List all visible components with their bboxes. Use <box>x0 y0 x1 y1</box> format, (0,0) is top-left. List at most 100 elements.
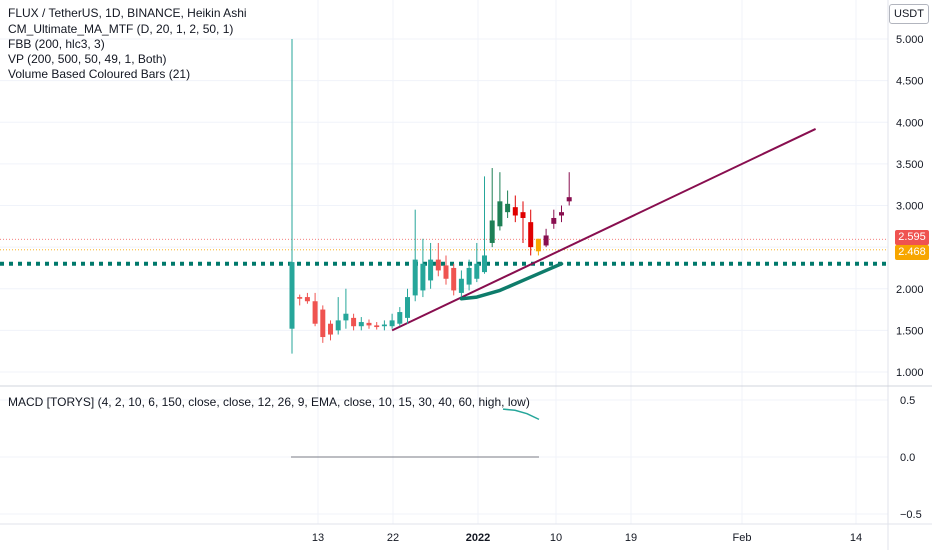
candle-body <box>474 263 480 279</box>
candle[interactable] <box>320 305 326 343</box>
indicator-legend-fbb[interactable]: FBB (200, hlc3, 3) <box>8 37 105 51</box>
price-axis-tick: 1.500 <box>896 325 924 337</box>
candle[interactable] <box>497 172 503 231</box>
symbol-title[interactable]: FLUX / TetherUS, 1D, BINANCE, Heikin Ash… <box>8 6 247 20</box>
candle-body <box>520 212 526 218</box>
candle-body <box>374 325 380 328</box>
currency-button[interactable]: USDT <box>889 4 929 24</box>
candle-body <box>458 278 464 293</box>
indicator-legend-volume-bars[interactable]: Volume Based Coloured Bars (21) <box>8 67 191 81</box>
candle[interactable] <box>374 322 380 330</box>
candle-body <box>551 217 557 224</box>
candle-body <box>358 322 364 327</box>
candle[interactable] <box>328 320 333 341</box>
candle[interactable] <box>358 317 364 331</box>
trend-line[interactable] <box>391 128 817 332</box>
candle[interactable] <box>289 39 295 354</box>
macd-pane <box>291 408 540 458</box>
candle-body <box>466 267 472 285</box>
candle[interactable] <box>543 228 549 248</box>
candle[interactable] <box>512 195 518 223</box>
macd-axis-tick: 0.5 <box>900 395 915 407</box>
candle-body <box>351 317 357 327</box>
candle[interactable] <box>489 168 495 248</box>
candle-body <box>566 197 572 202</box>
candle-body <box>381 324 387 327</box>
price-axis-tick: 3.000 <box>896 201 924 213</box>
candle[interactable] <box>351 313 357 331</box>
candle[interactable] <box>381 320 387 331</box>
candle[interactable] <box>297 294 303 306</box>
macd-legend[interactable]: MACD [TORYS] (4, 2, 10, 6, 150, close, c… <box>8 395 530 409</box>
candle[interactable] <box>397 307 403 327</box>
price-axis-tick: 4.000 <box>896 117 924 129</box>
candle[interactable] <box>520 201 526 243</box>
candle[interactable] <box>443 255 449 285</box>
candle-body <box>535 238 541 252</box>
open-price-tag: 2.468 <box>895 244 929 260</box>
candle-body <box>505 203 511 213</box>
candle[interactable] <box>535 238 541 256</box>
price-axis-tick: 5.000 <box>896 34 924 46</box>
candle-body <box>405 297 410 318</box>
candle-body <box>512 207 518 216</box>
candle-body <box>482 255 487 273</box>
candle-body <box>451 267 457 291</box>
candle-body <box>489 220 495 243</box>
macd-axis-tick: −0.5 <box>900 509 922 521</box>
candle[interactable] <box>451 263 457 296</box>
time-axis-tick: 10 <box>550 532 562 544</box>
candle[interactable] <box>474 242 480 283</box>
candle-body <box>320 309 326 338</box>
candle-body <box>528 222 534 248</box>
candle[interactable] <box>482 176 487 274</box>
candle-body <box>289 262 295 329</box>
candle[interactable] <box>312 292 318 327</box>
last-price-tag: 2.595 <box>895 230 929 246</box>
moving-average-line[interactable] <box>459 262 564 301</box>
price-axis-tick: 3.500 <box>896 159 924 171</box>
candle[interactable] <box>412 209 418 302</box>
candle-body <box>304 297 310 302</box>
candle[interactable] <box>551 209 557 229</box>
candle-body <box>543 235 549 246</box>
candle[interactable] <box>366 319 372 329</box>
candle-body <box>366 322 372 326</box>
candle[interactable] <box>335 297 341 335</box>
candle[interactable] <box>505 190 511 218</box>
candle[interactable] <box>343 288 349 329</box>
time-axis-tick: Feb <box>733 532 752 544</box>
candle[interactable] <box>420 238 426 298</box>
candle-body <box>328 323 333 335</box>
candle[interactable] <box>559 205 564 223</box>
candle-body <box>412 259 418 296</box>
candle[interactable] <box>428 242 434 289</box>
macd-axis-tick: 0.0 <box>900 452 915 464</box>
chart-overlays <box>0 128 888 332</box>
candle-body <box>297 297 303 299</box>
time-axis-tick: 2022 <box>466 532 490 544</box>
macd-signal-line[interactable] <box>502 408 540 421</box>
indicator-legend-vp[interactable]: VP (200, 500, 50, 49, 1, Both) <box>8 52 167 66</box>
candle[interactable] <box>528 209 534 256</box>
time-axis-tick: 19 <box>625 532 637 544</box>
candle-body <box>428 259 434 281</box>
candle[interactable] <box>389 313 395 329</box>
candle-body <box>312 301 318 324</box>
candle[interactable] <box>435 242 441 277</box>
candle[interactable] <box>304 292 310 304</box>
candles <box>289 39 572 354</box>
candle[interactable] <box>466 259 472 291</box>
price-axis-tick: 2.000 <box>896 284 924 296</box>
candle[interactable] <box>405 288 410 324</box>
candle[interactable] <box>566 172 572 206</box>
candle[interactable] <box>458 270 464 298</box>
candle-body <box>389 320 395 327</box>
time-axis-tick: 14 <box>850 532 862 544</box>
candle-body <box>559 212 564 216</box>
indicator-legend-ma[interactable]: CM_Ultimate_MA_MTF (D, 20, 1, 2, 50, 1) <box>8 22 234 36</box>
candle-body <box>497 201 503 227</box>
